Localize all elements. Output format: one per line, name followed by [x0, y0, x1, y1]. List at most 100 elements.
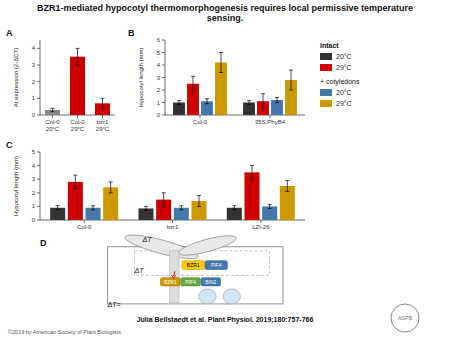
y-tick-label: 5 [32, 149, 36, 155]
panel-letter: D [40, 238, 47, 248]
y-tick-label: 5 [157, 50, 161, 56]
text-line: 29°C [71, 126, 85, 132]
error-bar [144, 206, 148, 210]
error-bar [268, 204, 272, 208]
plot-marks [45, 48, 110, 115]
text-line: Col-0 [70, 119, 85, 125]
y-tick [37, 206, 40, 207]
plot-marks [50, 166, 295, 220]
y-tick-label: 3 [157, 75, 161, 81]
error-bar [101, 98, 105, 108]
y-tick-label: 0 [32, 217, 36, 223]
y-tick-label: 4 [157, 62, 161, 68]
error-bar [197, 196, 201, 207]
x-tick [52, 115, 53, 118]
y-tick [162, 40, 165, 41]
y-tick-label: 1 [32, 95, 36, 101]
legend-entry: 29°C [336, 100, 352, 107]
legend-entry: 20°C [336, 89, 352, 96]
x-tick [84, 220, 85, 223]
error-bar [109, 182, 113, 193]
error-bar [205, 99, 209, 104]
error-bar [219, 53, 223, 73]
y-tick-label: 3 [32, 176, 36, 182]
molecule-box [181, 278, 201, 286]
arrow [174, 271, 175, 276]
y-tick-label: 4 [32, 163, 36, 169]
seal [391, 304, 419, 332]
y-tick [162, 65, 165, 66]
delta-t-label: ΔT [142, 236, 153, 243]
text-line: bzr1 [97, 119, 109, 125]
y-tick [37, 81, 40, 82]
y-tick [37, 152, 40, 153]
y-tick [162, 90, 165, 91]
error-bar [162, 193, 166, 207]
y-tick [162, 115, 165, 116]
y-tick-label: 0 [32, 112, 36, 118]
error-bar [285, 181, 289, 192]
x-tick [77, 115, 78, 118]
x-tick [200, 115, 201, 118]
error-bar [179, 206, 183, 210]
error-bar [177, 101, 181, 105]
text-line: BZR1-mediated hypocotyl thermomorphogene… [37, 3, 413, 13]
error-bar [289, 70, 293, 90]
schematic [108, 230, 284, 303]
y-tick-label: 2 [32, 190, 36, 196]
y-tick [37, 179, 40, 180]
x-tick [102, 115, 103, 118]
bar [70, 57, 85, 115]
molecule-box [201, 278, 221, 286]
text-line: 29°C [96, 126, 110, 132]
molecule-box [161, 278, 181, 286]
y-tick [37, 192, 40, 193]
cotyledon-zone [135, 251, 270, 275]
citation: Julia Bellstaedt et al. Plant Physiol. 2… [137, 316, 314, 324]
x-tick-label: Col-029°C [70, 119, 85, 132]
legend-swatch [320, 53, 332, 60]
panel-letter: C [6, 140, 13, 150]
delta-t-label: ΔT= [107, 301, 121, 308]
x-tick-label: bzr1 [167, 224, 179, 230]
legend-entry: 29°C [336, 64, 352, 71]
y-axis [40, 40, 41, 115]
seal-label: ASPB [398, 315, 413, 321]
x-tick-label: LZI-26 [252, 224, 270, 230]
error-bar [247, 101, 251, 105]
copyright: ©2019 by American Society of Plant Biolo… [8, 329, 121, 335]
plot-marks [173, 53, 297, 116]
y-tick-label: 1 [32, 203, 36, 209]
molecule-box [205, 261, 227, 270]
error-bar [232, 206, 236, 210]
x-axis [165, 115, 305, 116]
y-tick [37, 165, 40, 166]
legend-header: + cotyledons [320, 78, 360, 86]
error-bar [250, 166, 254, 180]
y-tick [37, 115, 40, 116]
error-bar [51, 108, 55, 111]
y-tick [162, 77, 165, 78]
x-tick [260, 220, 261, 223]
error-bar [91, 206, 95, 210]
text-line: 20°C [46, 126, 60, 132]
y-axis-label: At expression (2-ΔCT) [13, 48, 19, 107]
legend-header: intact [320, 42, 339, 49]
y-tick-label: 4 [32, 45, 36, 51]
x-tick-label: Col-020°C [45, 119, 60, 132]
y-tick-label: 0 [157, 112, 161, 118]
legend-swatch [320, 89, 332, 96]
x-tick-label: 35S:PhyB4 [255, 119, 286, 125]
molecule-box [182, 261, 204, 270]
legend-swatch [320, 100, 332, 107]
y-axis-label: Hypocotyl length (mm) [13, 156, 19, 216]
molecule-label: BZR1 [164, 279, 177, 285]
hypocotyl [170, 251, 179, 303]
y-tick [162, 52, 165, 53]
text-line: sensing. [207, 13, 244, 23]
legend-swatch [320, 64, 332, 71]
molecule-label: BIN2 [205, 279, 216, 285]
y-axis [165, 40, 166, 115]
figure: BZR1-mediated hypocotyl thermomorphogene… [0, 0, 450, 338]
x-tick [172, 220, 173, 223]
